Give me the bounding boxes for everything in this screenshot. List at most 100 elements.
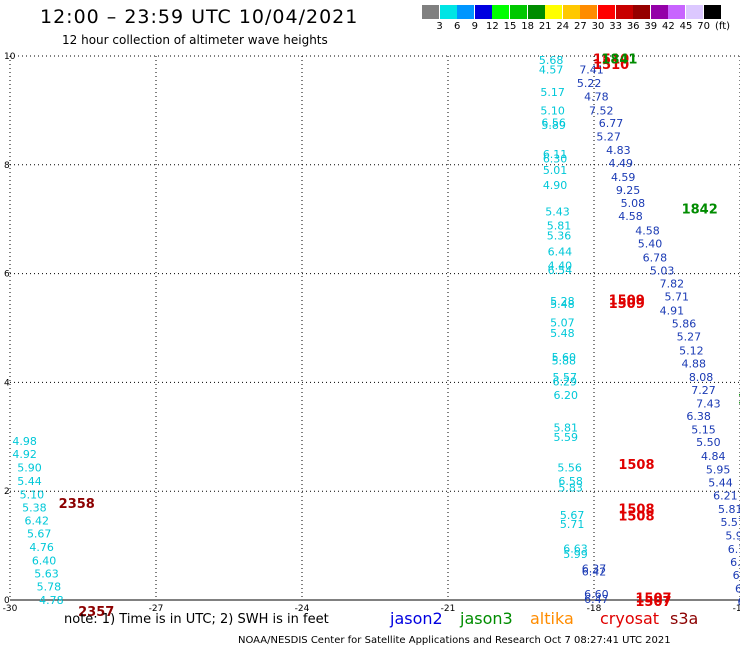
color-scale-tick-label: 21 [538, 21, 552, 32]
data-point-jason3: 4.98 [12, 435, 37, 448]
data-point-jason2: 7.82 [660, 277, 685, 290]
color-scale-tick-label: 15 [503, 21, 517, 32]
data-point-jason3: 5.59 [554, 431, 579, 444]
data-point-jason3: 5.81 [554, 422, 579, 435]
color-swatch [580, 5, 598, 19]
data-point-jason3: 5.89 [541, 119, 566, 132]
data-point-jason2: 6.14 [728, 543, 740, 556]
color-swatch [686, 5, 703, 19]
color-scale-tick-label: 70 [697, 21, 710, 32]
data-point-jason3: 5.83 [558, 481, 583, 494]
color-scale-tick-label: 30 [591, 21, 605, 32]
data-point-jason3: 4.57 [539, 64, 564, 77]
color-scale-tick-label: 18 [521, 21, 534, 32]
data-point-jason3: 5.17 [540, 86, 565, 99]
data-point-jason3: 6.63 [563, 542, 588, 555]
color-scale-tick-label: 24 [556, 21, 570, 32]
data-point-jason2: 4.58 [618, 210, 643, 223]
data-point-jason3: 4.76 [29, 541, 54, 554]
data-point-jason2: 5.86 [672, 318, 697, 331]
data-point-jason3: 5.07 [550, 317, 575, 330]
color-swatch [474, 5, 492, 19]
color-scale-tick-label: 12 [486, 21, 499, 32]
data-point-jason3: 5.81 [547, 220, 572, 233]
color-swatch [633, 5, 651, 19]
data-point-jason2: 4.84 [701, 450, 726, 463]
data-point-jason3: 5.60 [552, 351, 577, 364]
time-annotation: 1510 [593, 58, 629, 73]
data-point-jason3: 4.40 [548, 259, 573, 272]
data-point-jason3: 5.63 [34, 567, 59, 580]
data-point-jason3: 5.10 [20, 488, 45, 501]
time-annotation: 1843 [738, 393, 740, 408]
color-swatch [492, 5, 510, 19]
data-point-jason2: 9.25 [616, 184, 641, 197]
color-scale-tick-label: 33 [609, 21, 622, 32]
time-annotation: 1842 [682, 202, 718, 217]
data-point-jason3: 6.29 [553, 375, 578, 388]
data-point-jason3: 5.48 [550, 327, 575, 340]
x-tick-label: -21 [441, 604, 456, 614]
footer-credit: NOAA/NESDIS Center for Satellite Applica… [238, 635, 671, 646]
satellite-legend-jason2: jason2 [390, 609, 443, 628]
data-point-jason2: 5.99 [725, 529, 740, 542]
satellite-legend-altika: altika [530, 609, 574, 628]
data-point-jason3: 5.78 [37, 580, 62, 593]
data-point-jason3: 5.67 [27, 528, 52, 541]
color-scale-tick-label: 9 [471, 21, 478, 32]
color-swatch [422, 5, 439, 19]
data-point-jason2: 7.52 [589, 104, 614, 117]
data-point-jason3: 5.43 [545, 206, 570, 219]
data-point-jason3: 5.68 [539, 54, 564, 67]
time-annotation: 1508 [618, 510, 654, 525]
data-point-jason2: 7.41 [579, 64, 604, 77]
data-point-jason3: 6.54 [548, 264, 573, 277]
color-scale-tick-label: 3 [436, 21, 443, 32]
time-annotation: 1508 [618, 503, 654, 518]
data-point-jason2: 5.08 [621, 197, 646, 210]
data-point-jason2: 7.43 [696, 398, 721, 411]
data-point-jason2: 5.12 [679, 344, 704, 357]
data-point-jason2: 4.78 [584, 90, 609, 103]
data-point-jason3: 6.30 [543, 152, 568, 165]
x-tick-label: -15 [733, 604, 740, 614]
page-subtitle: 12 hour collection of altimeter wave hei… [62, 33, 328, 47]
data-point-jason3: 5.28 [550, 295, 575, 308]
data-point-jason3: 6.42 [25, 515, 50, 528]
color-scale-unit: (ft) [715, 21, 731, 32]
data-point-jason2: 5.57 [720, 516, 740, 529]
data-point-jason2: 6.41 [737, 596, 740, 609]
time-annotation: 1507 [635, 591, 671, 606]
data-point-jason3: 5.01 [543, 164, 568, 177]
x-tick-label: -27 [149, 604, 164, 614]
data-point-jason2: 6.47 [584, 593, 609, 606]
satellite-legend-jason3: jason3 [460, 609, 513, 628]
data-point-jason2: 5.22 [577, 77, 602, 90]
y-tick-label: 8 [4, 161, 10, 171]
time-annotation: 1841 [601, 53, 637, 68]
data-point-jason3: 4.90 [543, 179, 568, 192]
data-point-jason3: 4.92 [12, 448, 37, 461]
data-point-jason2: 6.36 [730, 556, 740, 569]
data-point-jason2: 4.58 [635, 225, 660, 238]
data-point-jason2: 5.95 [706, 463, 731, 476]
data-point-jason3: 4.78 [39, 594, 64, 607]
x-tick-label: -18 [587, 604, 602, 614]
data-point-jason2: 6.42 [582, 566, 607, 579]
color-scale-tick-label: 39 [644, 21, 658, 32]
data-point-jason2: 5.71 [664, 290, 689, 303]
data-point-jason2: 5.50 [696, 436, 721, 449]
data-point-jason3: 5.99 [563, 548, 588, 561]
data-point-jason3: 5.38 [22, 502, 47, 515]
note-text: note: 1) Time is in UTC; 2) SWH is in fe… [64, 612, 329, 627]
data-point-jason2: 4.88 [682, 357, 707, 370]
data-point-jason2: 6.21 [713, 490, 738, 503]
page-title: 12:00 – 23:59 UTC 10/04/2021 [40, 6, 359, 28]
data-point-jason3: 5.57 [553, 371, 578, 384]
color-swatch [615, 5, 633, 19]
data-point-jason2: 4.83 [606, 144, 631, 157]
data-point-jason2: 5.40 [638, 238, 663, 251]
data-point-jason3: 5.67 [560, 509, 585, 522]
data-point-jason2: 5.44 [708, 476, 733, 489]
